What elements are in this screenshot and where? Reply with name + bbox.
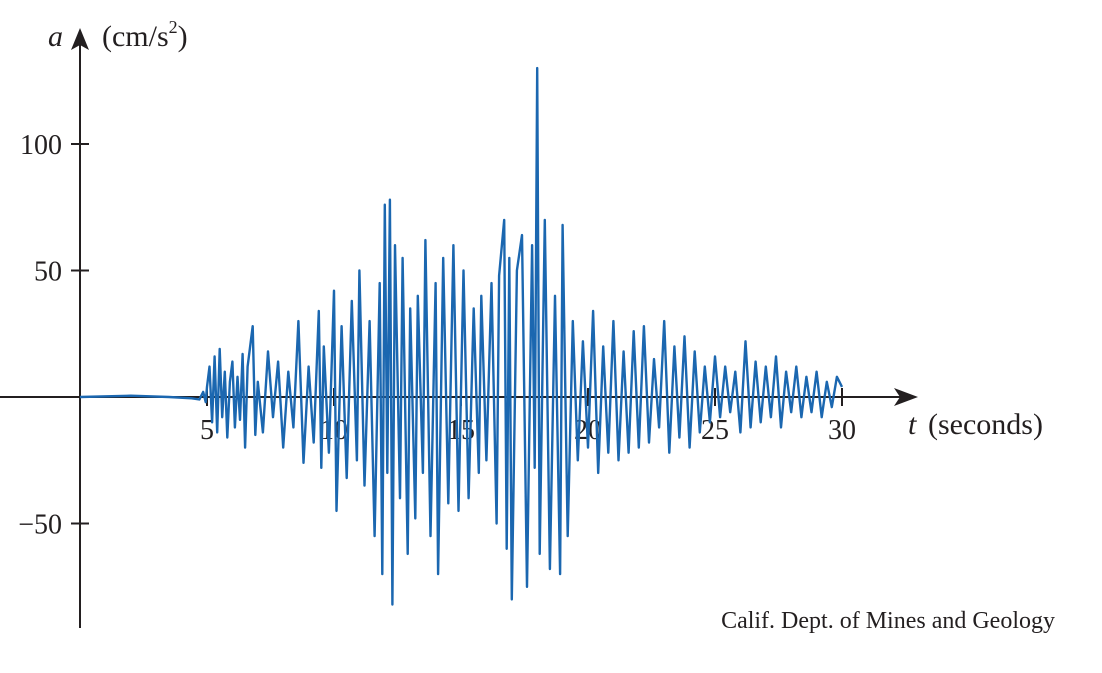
axes xyxy=(0,28,918,628)
y-tick-label: −50 xyxy=(18,510,62,541)
y-tick-label: 50 xyxy=(34,257,62,288)
x-tick-label: 25 xyxy=(701,415,729,446)
x-tick-label: 5 xyxy=(200,415,214,446)
x-axis-unit: (seconds) xyxy=(928,408,1043,441)
x-tick-label: 10 xyxy=(320,415,348,446)
x-axis-variable: t xyxy=(908,408,917,441)
y-axis-variable: a xyxy=(48,20,63,53)
source-annotation: Calif. Dept. of Mines and Geology xyxy=(721,608,1055,634)
y-axis-arrow-icon xyxy=(71,28,89,50)
y-axis-unit: (cm/s2) xyxy=(102,17,188,53)
x-axis-arrow-icon xyxy=(894,388,918,406)
acceleration-series-line xyxy=(79,66,844,606)
y-tick-label: 100 xyxy=(20,130,62,161)
plot-area xyxy=(79,66,844,606)
x-tick-label: 30 xyxy=(828,415,856,446)
